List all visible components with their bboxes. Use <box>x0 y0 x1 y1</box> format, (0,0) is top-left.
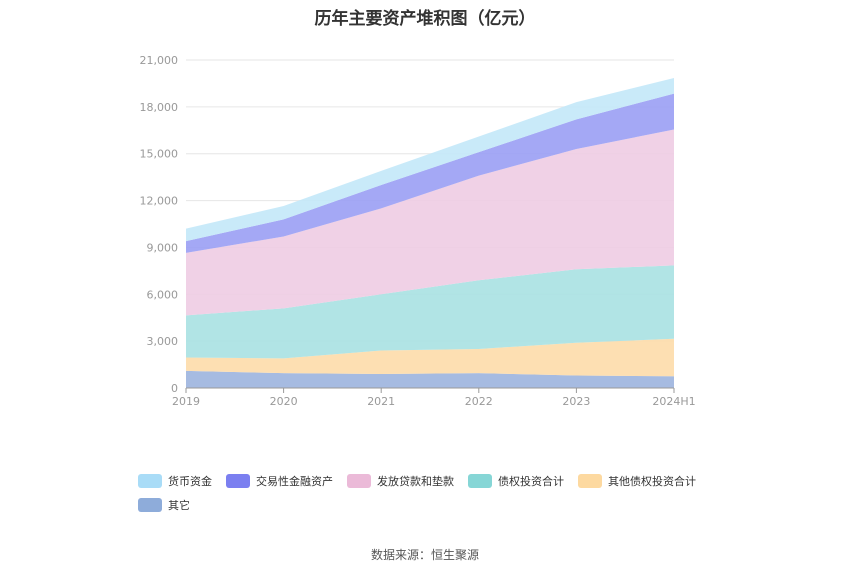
legend-label: 债权投资合计 <box>498 475 564 488</box>
x-tick-label: 2023 <box>562 395 590 408</box>
y-tick-label: 21,000 <box>140 54 179 67</box>
y-tick-label: 9,000 <box>147 241 179 254</box>
stacked-area-chart: 0 3,000 6,000 9,000 12,000 15,000 18,000 21,000… <box>140 54 696 408</box>
area-series <box>186 77 674 242</box>
x-tick-label: 2019 <box>172 395 200 408</box>
y-tick-label: 6,000 <box>147 288 179 301</box>
area-series <box>186 265 674 359</box>
data-source: 数据来源：恒生聚源 <box>370 548 479 562</box>
legend-swatch <box>138 474 162 488</box>
y-tick-label: 0 <box>171 382 178 395</box>
area-series <box>186 93 674 253</box>
legend-item[interactable]: 其它 <box>138 496 190 514</box>
y-tick-label: 12,000 <box>140 195 179 208</box>
legend-swatch <box>347 474 371 488</box>
x-tick-label: 2024H1 <box>652 395 695 408</box>
legend-label: 交易性金融资产 <box>256 475 333 488</box>
x-tick-label: 2022 <box>465 395 493 408</box>
legend-swatch <box>468 474 492 488</box>
chart-title: 历年主要资产堆积图（亿元） <box>314 9 536 29</box>
legend-item[interactable]: 债权投资合计 <box>468 472 564 490</box>
legend-swatch <box>226 474 250 488</box>
y-tick-label: 15,000 <box>140 148 179 161</box>
x-tick-label: 2020 <box>270 395 298 408</box>
legend-item[interactable]: 货币资金 <box>138 472 212 490</box>
area-series <box>186 129 674 316</box>
legend-label: 货币资金 <box>168 475 212 488</box>
chart-legend: 货币资金 交易性金融资产 发放贷款和垫款 债权投资合计 其他债权投资合计其它 <box>138 472 738 514</box>
legend-swatch <box>138 498 162 512</box>
y-tick-label: 18,000 <box>140 101 179 114</box>
legend-item[interactable]: 其他债权投资合计 <box>578 472 696 490</box>
area-series <box>186 338 674 377</box>
legend-label: 其它 <box>168 499 190 512</box>
y-tick-label: 3,000 <box>147 335 179 348</box>
x-tick-label: 2021 <box>367 395 395 408</box>
legend-item[interactable]: 交易性金融资产 <box>226 472 333 490</box>
legend-label: 其他债权投资合计 <box>608 475 696 488</box>
legend-label: 发放贷款和垫款 <box>377 475 454 488</box>
legend-item[interactable]: 发放贷款和垫款 <box>347 472 454 490</box>
legend-swatch <box>578 474 602 488</box>
area-series <box>186 370 674 388</box>
